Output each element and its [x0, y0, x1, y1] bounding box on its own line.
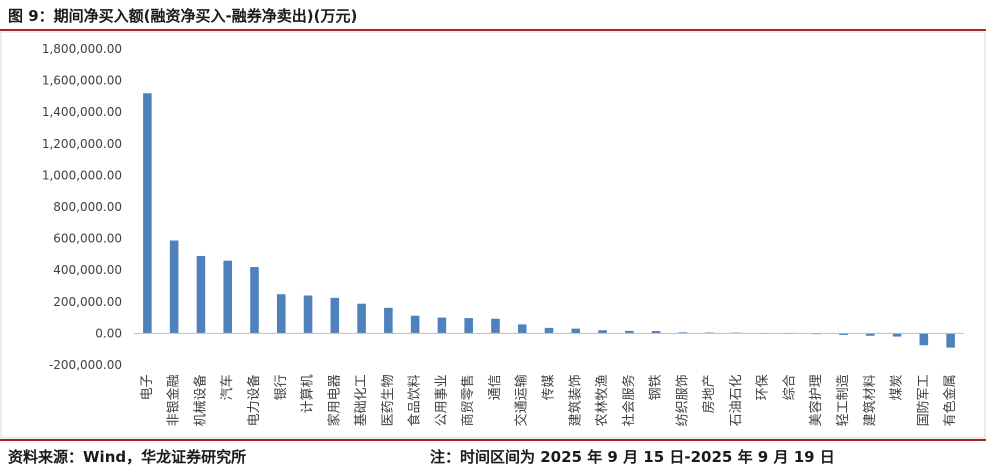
x-tick-label: 银行 [274, 374, 289, 400]
x-tick-label: 环保 [756, 374, 771, 400]
y-tick-label: 1,600,000.00 [42, 74, 122, 88]
y-tick-label: 800,000.00 [53, 200, 122, 214]
y-tick-label: 1,000,000.00 [42, 168, 122, 182]
bar [946, 333, 955, 348]
source-note: 资料来源：Wind，华龙证券研究所 [8, 448, 247, 466]
bar [464, 318, 473, 334]
x-tick-label: 煤炭 [890, 374, 905, 400]
bar [384, 307, 393, 334]
y-tick-label: 1,200,000.00 [42, 137, 122, 151]
bar [892, 333, 902, 337]
bar [839, 333, 848, 335]
y-tick-label: -200,000.00 [49, 358, 122, 372]
y-tick-label: 0.00 [95, 326, 122, 340]
y-tick-label: 600,000.00 [53, 232, 122, 246]
x-tick-label: 有色金属 [942, 374, 958, 426]
x-tick-label: 农林牧渔 [595, 374, 610, 426]
bar [276, 294, 286, 334]
x-tick-label: 石油石化 [729, 374, 744, 426]
x-tick-label: 电力设备 [246, 374, 262, 426]
x-tick-label: 基础化工 [354, 374, 369, 426]
bar [330, 297, 340, 334]
bar [517, 324, 527, 334]
bar [544, 327, 554, 334]
y-axis-labels: 1,800,000.00 1,600,000.00 1,400,000.00 1,20… [42, 42, 122, 372]
x-tick-label: 建筑装饰 [567, 374, 583, 426]
x-tick-label: 食品饮料 [407, 374, 423, 426]
x-tick-label: 机械设备 [192, 374, 208, 426]
header-divider [0, 29, 986, 31]
bar [651, 331, 661, 334]
y-tick-label: 1,400,000.00 [42, 105, 122, 119]
date-range-note: 注：时间区间为 2025 年 9 月 15 日-2025 年 9 月 19 日 [430, 448, 835, 466]
bar [919, 333, 929, 346]
y-tick-label: 1,800,000.00 [42, 42, 122, 56]
footer-divider [0, 439, 986, 441]
x-tick-label: 房地产 [701, 374, 717, 413]
x-tick-label: 综合 [782, 374, 797, 400]
chart-area: 1,800,000.00 1,600,000.00 1,400,000.00 1,20… [0, 31, 986, 439]
bar [410, 315, 420, 334]
x-tick-label: 商贸零售 [460, 374, 476, 426]
y-tick-label: 200,000.00 [53, 295, 122, 309]
x-tick-label: 汽车 [219, 374, 235, 400]
bar [571, 328, 581, 334]
x-tick-label: 交通运输 [514, 374, 530, 426]
x-tick-label: 轻工制造 [836, 374, 851, 426]
x-tick-label: 社会服务 [621, 374, 637, 426]
bar [598, 330, 607, 334]
x-tick-label: 电子 [140, 374, 155, 400]
x-axis-labels: 电子 非银金融 机械设备 汽车 电力设备 银行 计算机 家用电器 基础化工 医药生物 食品饮料 公用事… [140, 374, 958, 426]
bar [437, 317, 447, 334]
figure-header: 图 9：期间净买入额(融资净买入-融券净卖出)(万元) [0, 0, 986, 31]
bar [250, 267, 259, 334]
x-tick-label: 美容护理 [808, 374, 824, 426]
bar [357, 303, 366, 334]
bar [196, 255, 206, 334]
bar [223, 260, 232, 334]
bar [625, 330, 634, 334]
x-tick-label: 纺织服饰 [675, 374, 690, 426]
bar [303, 295, 313, 334]
x-tick-label: 医药生物 [381, 374, 396, 426]
bar [678, 332, 688, 334]
figure-title: 图 9：期间净买入额(融资净买入-融券净卖出)(万元) [8, 7, 358, 25]
bar [143, 93, 152, 334]
x-tick-label: 建筑材料 [862, 374, 878, 426]
x-tick-label: 传媒 [542, 374, 557, 400]
x-tick-label: 通信 [488, 374, 503, 400]
bar [491, 318, 500, 334]
bar [866, 333, 875, 336]
x-tick-label: 公用事业 [434, 374, 449, 426]
x-tick-label: 非银金融 [166, 374, 182, 426]
bars [143, 93, 955, 348]
x-tick-label: 钢铁 [649, 374, 664, 400]
x-tick-label: 国防军工 [915, 374, 931, 426]
y-tick-label: 400,000.00 [53, 263, 122, 277]
bar-chart: 1,800,000.00 1,600,000.00 1,400,000.00 1,20… [0, 31, 986, 439]
bar [169, 240, 179, 334]
x-tick-label: 计算机 [301, 374, 316, 413]
x-tick-label: 家用电器 [326, 374, 342, 426]
chart-frame [0, 31, 986, 439]
figure-footer: 资料来源：Wind，华龙证券研究所 注：时间区间为 2025 年 9 月 15 … [0, 439, 986, 474]
